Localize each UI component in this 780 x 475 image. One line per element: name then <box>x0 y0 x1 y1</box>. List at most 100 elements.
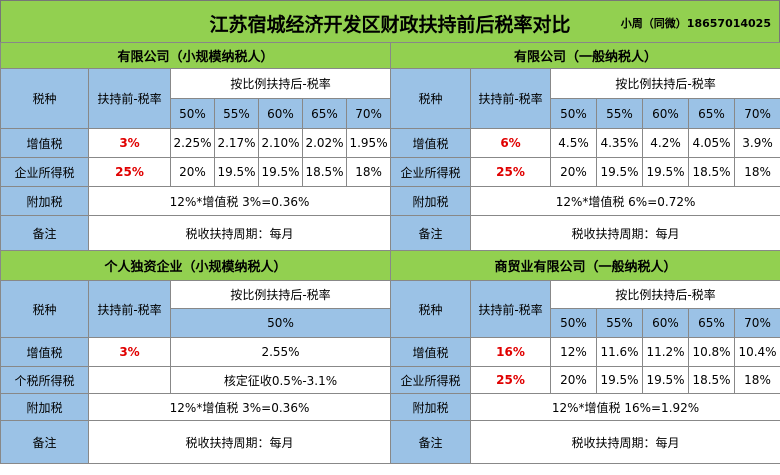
ratio: 55% <box>596 98 643 129</box>
tax-name: 个税所得税 <box>0 366 89 394</box>
row: 商贸业有限公司（一般纳税人） <box>389 250 780 281</box>
rate-after: 10.8% <box>688 337 735 367</box>
note-name: 备注 <box>0 420 89 464</box>
ratio: 60% <box>642 98 689 129</box>
rate-after: 18.5% <box>302 157 347 187</box>
rate-after: 19.5% <box>596 366 643 394</box>
rate-after: 2.17% <box>214 128 259 158</box>
note-name: 备注 <box>390 215 471 251</box>
ratio: 55% <box>596 308 643 338</box>
row: 备注 税收扶持周期：每月 <box>390 420 780 464</box>
ratio: 60% <box>642 308 689 338</box>
rate-after: 19.5% <box>642 157 689 187</box>
rate-after: 20% <box>550 366 597 394</box>
ratio: 70% <box>733 308 780 338</box>
rate-before: 3% <box>88 128 171 158</box>
row: 附加税 12%*增值税 3%=0.36% <box>0 393 392 421</box>
note-name: 备注 <box>0 215 89 251</box>
rate-before: 25% <box>88 157 171 187</box>
surcharge-text: 12%*增值税 3%=0.36% <box>87 186 392 216</box>
rate-after: 18.5% <box>688 157 735 187</box>
tax-table: 有限公司（一般纳税人） 税种 扶持前-税率 按比例扶持后-税率 50% 55% 60% 65%… <box>389 42 780 251</box>
rate-after: 4.5% <box>550 128 597 158</box>
row: 税种 扶持前-税率 按比例扶持后-税率 <box>390 280 780 338</box>
ratio: 65% <box>302 98 347 129</box>
ratio: 65% <box>688 308 735 338</box>
header-after: 按比例扶持后-税率 <box>549 68 780 99</box>
header-tax: 税种 <box>390 68 471 129</box>
row: 税种 扶持前-税率 按比例扶持后-税率 <box>0 280 392 338</box>
rate-after: 11.2% <box>642 337 689 367</box>
surcharge-text: 12%*增值税 3%=0.36% <box>87 393 392 421</box>
header-before: 扶持前-税率 <box>470 280 551 338</box>
row: 税种 扶持前-税率 按比例扶持后-税率 <box>390 68 780 129</box>
section-heading: 有限公司（小规模纳税人） <box>0 42 392 69</box>
ratio: 70% <box>345 98 392 129</box>
row: 50% <box>1 308 392 338</box>
header-tax: 税种 <box>0 280 89 338</box>
rate-before: 25% <box>470 366 551 394</box>
row: 50% 55% 60% 65% 70% <box>391 308 780 338</box>
note-text: 税收扶持周期：每月 <box>469 215 780 251</box>
row: 附加税 12%*增值税 3%=0.36% <box>0 186 392 216</box>
header-tax: 税种 <box>0 68 89 129</box>
rate-after: 10.4% <box>733 337 780 367</box>
row: 税种 扶持前-税率 按比例扶持后-税率 <box>0 68 392 129</box>
rate-after: 2.10% <box>258 128 303 158</box>
tax-name: 企业所得税 <box>0 157 89 187</box>
tax-name: 增值税 <box>0 128 89 158</box>
rate-after: 4.2% <box>642 128 689 158</box>
row: 企业所得税 25% 20% 19.5% 19.5% 18.5% 18% <box>0 157 392 187</box>
rate-after: 2.02% <box>302 128 347 158</box>
row: 附加税 12%*增值税 6%=0.72% <box>390 186 780 216</box>
ratio: 50% <box>169 308 392 338</box>
section-heading: 有限公司（一般纳税人） <box>389 42 780 69</box>
rate-after: 20% <box>550 157 597 187</box>
header-after: 按比例扶持后-税率 <box>169 280 392 309</box>
rate-after: 18% <box>345 157 392 187</box>
ratio: 70% <box>733 98 780 129</box>
rate-before: 16% <box>470 337 551 367</box>
tax-name: 增值税 <box>0 337 89 367</box>
surcharge-name: 附加税 <box>390 393 471 421</box>
surcharge-text: 12%*增值税 6%=0.72% <box>469 186 780 216</box>
rate-before: 6% <box>470 128 551 158</box>
ratio: 60% <box>258 98 303 129</box>
header-after: 按比例扶持后-税率 <box>169 68 392 99</box>
row: 备注 税收扶持周期：每月 <box>0 215 392 251</box>
rate-after: 18% <box>733 366 780 394</box>
rate-after: 19.5% <box>258 157 303 187</box>
rate-after: 4.05% <box>688 128 735 158</box>
note-name: 备注 <box>390 420 471 464</box>
row: 50% 55% 60% 65% 70% <box>1 98 392 129</box>
rate-after: 18.5% <box>688 366 735 394</box>
tax-name: 增值税 <box>390 337 471 367</box>
ratio: 65% <box>688 98 735 129</box>
rate-after: 11.6% <box>596 337 643 367</box>
header-tax: 税种 <box>390 280 471 338</box>
row: 增值税 6% 4.5% 4.35% 4.2% 4.05% 3.9% <box>390 128 780 158</box>
row: 附加税 12%*增值税 16%=1.92% <box>390 393 780 421</box>
surcharge-name: 附加税 <box>0 186 89 216</box>
row: 备注 税收扶持周期：每月 <box>390 215 780 251</box>
tax-table: 个人独资企业（小规模纳税人） 税种 扶持前-税率 按比例扶持后-税率 50% 增值税 3% 2… <box>0 250 392 464</box>
tax-name: 企业所得税 <box>390 157 471 187</box>
row: 个税所得税 核定征收0.5%-3.1% <box>0 366 392 394</box>
row: 企业所得税 25% 20% 19.5% 19.5% 18.5% 18% <box>390 366 780 394</box>
section-heading: 商贸业有限公司（一般纳税人） <box>389 250 780 281</box>
row: 增值税 16% 12% 11.6% 11.2% 10.8% 10.4% <box>390 337 780 367</box>
row: 备注 税收扶持周期：每月 <box>0 420 392 464</box>
header-before: 扶持前-税率 <box>470 68 551 129</box>
title: 江苏宿城经济开发区财政扶持前后税率对比 <box>209 14 571 36</box>
tax-name: 企业所得税 <box>390 366 471 394</box>
rate-after: 18% <box>733 157 780 187</box>
row: 有限公司（小规模纳税人） <box>0 42 392 69</box>
ratio: 50% <box>550 308 597 338</box>
rate-after: 2.55% <box>169 337 392 367</box>
row: 增值税 3% 2.25% 2.17% 2.10% 2.02% 1.95% <box>0 128 392 158</box>
surcharge-name: 附加税 <box>390 186 471 216</box>
rate-after: 19.5% <box>642 366 689 394</box>
rate-after: 核定征收0.5%-3.1% <box>169 366 392 394</box>
rate-after: 12% <box>550 337 597 367</box>
